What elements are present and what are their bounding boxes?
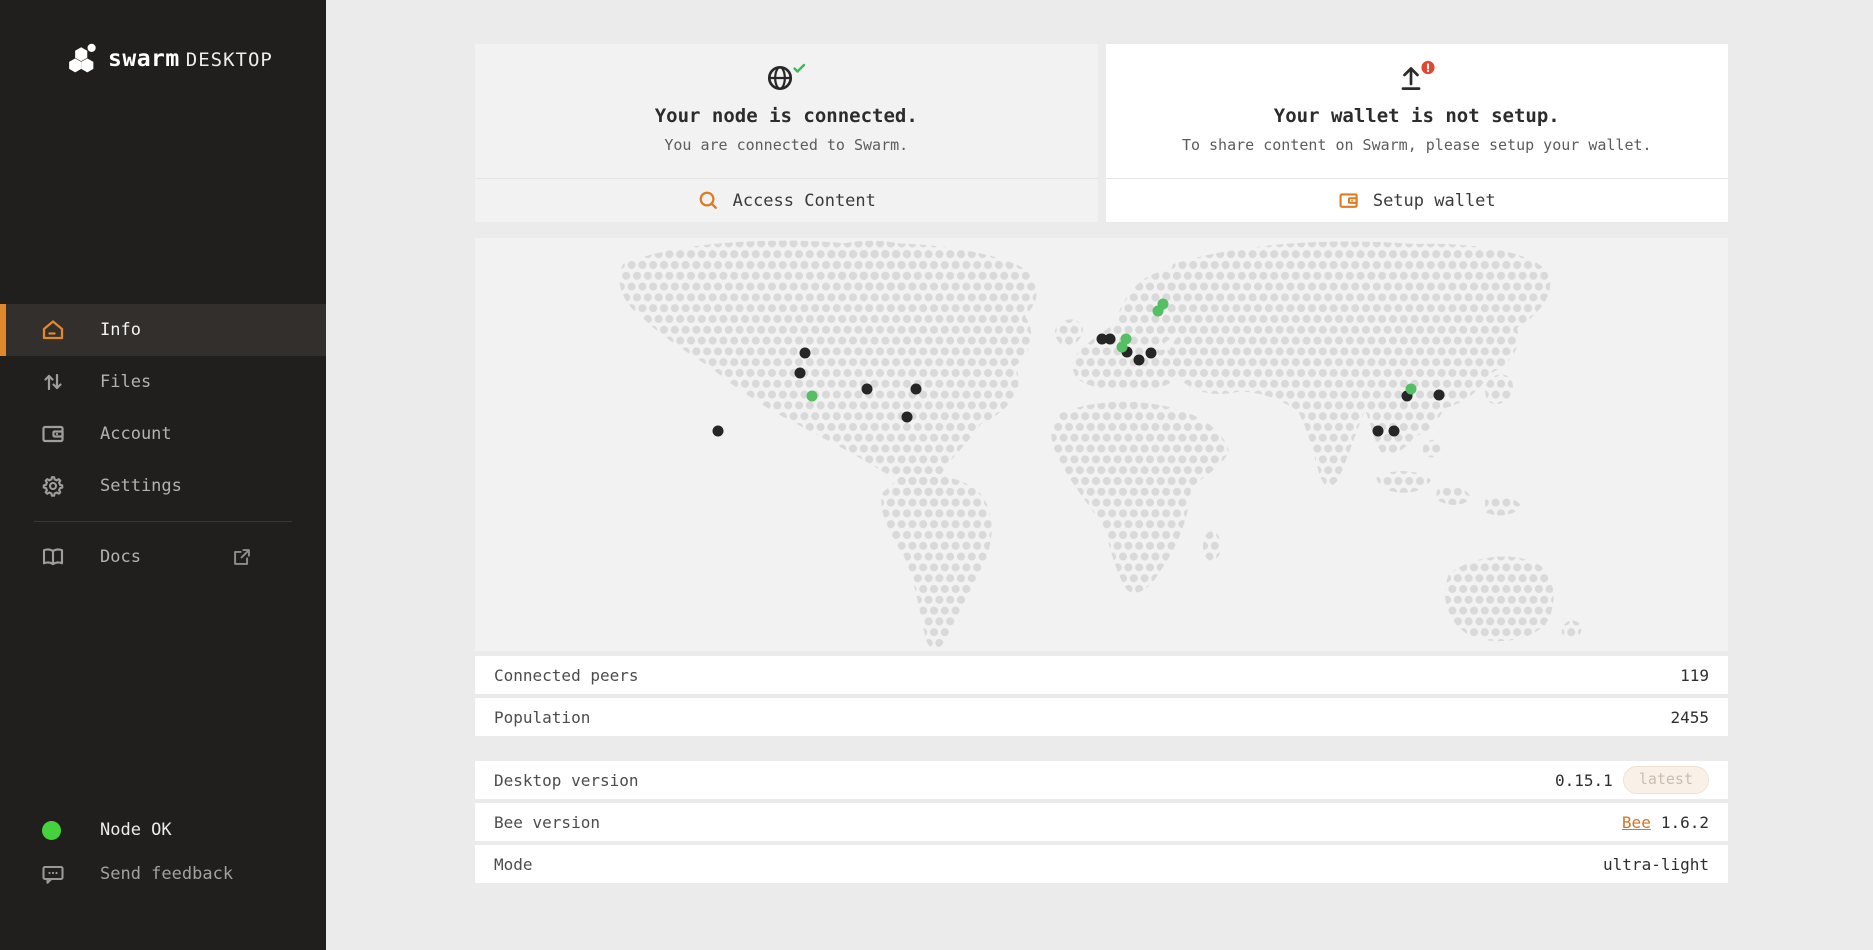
- sidebar-item-info[interactable]: Info: [0, 304, 326, 356]
- peer-dot-black: [861, 383, 873, 395]
- peer-dot-black: [901, 411, 913, 423]
- send-feedback-label: Send feedback: [100, 864, 234, 884]
- latest-badge: latest: [1622, 766, 1709, 794]
- node-status-label: Node OK: [100, 820, 172, 840]
- stat-label: Population: [494, 707, 591, 727]
- sidebar-item-settings[interactable]: Settings: [0, 460, 326, 512]
- access-content-button[interactable]: Access Content: [475, 178, 1098, 222]
- peer-dot-green: [1116, 341, 1128, 353]
- peer-dot-black: [1133, 354, 1145, 366]
- peer-dot-black: [1433, 389, 1445, 401]
- wallet-card-title: Your wallet is not setup.: [1273, 105, 1560, 127]
- stat-label: Connected peers: [494, 665, 639, 685]
- app-logo: swarm DESKTOP: [66, 42, 273, 76]
- detail-value: 0.15.1: [1555, 770, 1613, 790]
- main-area: Your node is connected. You are connecte…: [326, 0, 1873, 950]
- stat-row: Population 2455: [475, 698, 1728, 736]
- node-status: Node OK: [40, 812, 326, 848]
- brand-suffix: DESKTOP: [185, 49, 273, 71]
- search-icon: [699, 191, 717, 209]
- stat-value: 2455: [1670, 707, 1709, 727]
- status-cards: Your node is connected. You are connecte…: [475, 44, 1728, 222]
- sidebar-divider: [34, 521, 292, 522]
- book-icon: [40, 544, 66, 570]
- peer-dot-black: [910, 383, 922, 395]
- stat-value: 119: [1680, 665, 1709, 685]
- swarm-logo-icon: [69, 43, 96, 73]
- peer-dot-green: [1405, 383, 1417, 395]
- peer-dots: [712, 298, 1445, 437]
- alert-badge: [1421, 60, 1435, 75]
- continents: [619, 240, 1582, 649]
- stats-list: Connected peers 119 Population 2455: [475, 656, 1728, 736]
- wallet-icon: [1339, 192, 1358, 208]
- gear-icon: [40, 473, 66, 499]
- send-feedback[interactable]: Send feedback: [40, 856, 326, 892]
- peer-dot-black: [799, 347, 811, 359]
- docs-label: Docs: [100, 547, 141, 567]
- node-card-subtitle: You are connected to Swarm.: [664, 136, 909, 154]
- detail-label: Bee version: [494, 812, 600, 832]
- globe-check-icon: [768, 63, 806, 91]
- peer-dot-black: [794, 367, 806, 379]
- home-icon: [40, 317, 66, 343]
- detail-label: Mode: [494, 854, 533, 874]
- world-map: [475, 238, 1728, 651]
- sidebar: swarm DESKTOP Info Files Account Setting…: [0, 0, 326, 950]
- setup-wallet-label: Setup wallet: [1372, 190, 1496, 211]
- detail-row: Desktop version 0.15.1 latest: [475, 761, 1728, 799]
- detail-value: 1.6.2: [1660, 812, 1709, 832]
- detail-label: Desktop version: [494, 770, 639, 790]
- sidebar-item-account[interactable]: Account: [0, 408, 326, 460]
- brand-name: swarm: [108, 46, 180, 72]
- chat-icon: [40, 861, 66, 887]
- arrows-icon: [40, 369, 66, 395]
- peer-dot-black: [1388, 425, 1400, 437]
- peer-dot-black: [712, 425, 724, 437]
- wallet-card-subtitle: To share content on Swarm, please setup …: [1181, 136, 1652, 154]
- detail-row: Bee version Bee 1.6.2: [475, 803, 1728, 841]
- detail-row: Mode ultra-light: [475, 845, 1728, 883]
- docs-section: Docs: [0, 521, 326, 583]
- node-status-dot: [42, 820, 61, 840]
- external-link-icon: [230, 545, 254, 569]
- peer-dot-green: [1152, 305, 1164, 317]
- wallet-icon: [40, 421, 66, 447]
- check-icon: [793, 63, 806, 73]
- wallet-card: Your wallet is not setup. To share conte…: [1105, 44, 1728, 222]
- node-card: Your node is connected. You are connecte…: [475, 44, 1098, 222]
- sidebar-item-docs[interactable]: Docs: [0, 531, 326, 583]
- sidebar-item-files[interactable]: Files: [0, 356, 326, 408]
- access-content-label: Access Content: [732, 190, 876, 211]
- peer-dot-black: [1104, 333, 1116, 345]
- sidebar-nav: Info Files Account Settings: [0, 304, 326, 512]
- upload-alert-icon: [1401, 60, 1435, 90]
- peer-dot-black: [1096, 333, 1108, 345]
- peer-dot-black: [1145, 347, 1157, 359]
- setup-wallet-button[interactable]: Setup wallet: [1105, 178, 1728, 222]
- detail-value: ultra-light: [1603, 854, 1709, 874]
- node-card-title: Your node is connected.: [654, 105, 918, 127]
- peer-dot-green: [806, 390, 818, 402]
- bee-link[interactable]: Bee: [1621, 812, 1651, 832]
- peer-dot-black: [1372, 425, 1384, 437]
- stat-row: Connected peers 119: [475, 656, 1728, 694]
- details-list: Desktop version 0.15.1 latest Bee versio…: [475, 761, 1728, 883]
- brand-text: swarm DESKTOP: [108, 46, 273, 72]
